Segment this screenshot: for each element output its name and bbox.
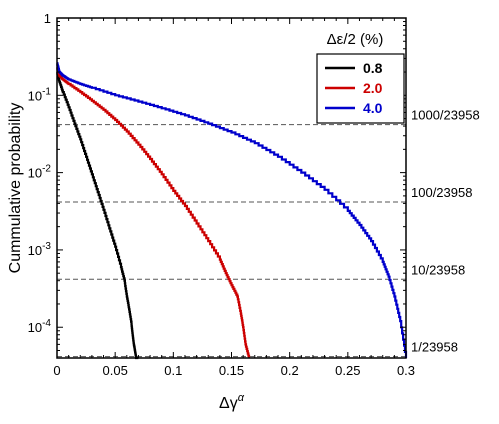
- series-line-2.0: [56, 66, 251, 358]
- legend-title: Δε/2 (%): [327, 31, 384, 48]
- x-tick-label: 0.25: [335, 363, 360, 378]
- x-tick-label: 0.1: [164, 363, 182, 378]
- y-tick-label: 1: [44, 11, 51, 26]
- reference-line-label: 1/23958: [411, 340, 458, 355]
- x-tick-label: 0.3: [397, 363, 415, 378]
- x-axis-label: Δγα: [219, 392, 245, 412]
- legend-label-2.0: 2.0: [363, 80, 383, 96]
- x-tick-label: 0.2: [281, 363, 299, 378]
- legend-label-4.0: 4.0: [363, 100, 383, 116]
- reference-line-label: 100/23958: [411, 185, 472, 200]
- y-tick-label: 10-1: [28, 86, 52, 103]
- y-tick-label: 10-2: [28, 164, 52, 181]
- x-tick-label: 0: [53, 363, 60, 378]
- legend: 0.8 2.0 4.0: [316, 53, 405, 124]
- reference-line-label: 1000/23958: [411, 108, 480, 123]
- reference-line-label: 10/23958: [411, 262, 465, 277]
- y-axis-label: Cummulative probability: [7, 103, 24, 274]
- y-tick-label: 10-3: [28, 241, 52, 258]
- series-line-0.8: [56, 70, 139, 360]
- y-tick-label: 10-4: [28, 318, 52, 335]
- x-tick-label: 0.15: [219, 363, 244, 378]
- legend-label-0.8: 0.8: [363, 60, 383, 76]
- series-line-4.0: [56, 62, 408, 358]
- x-tick-label: 0.05: [103, 363, 128, 378]
